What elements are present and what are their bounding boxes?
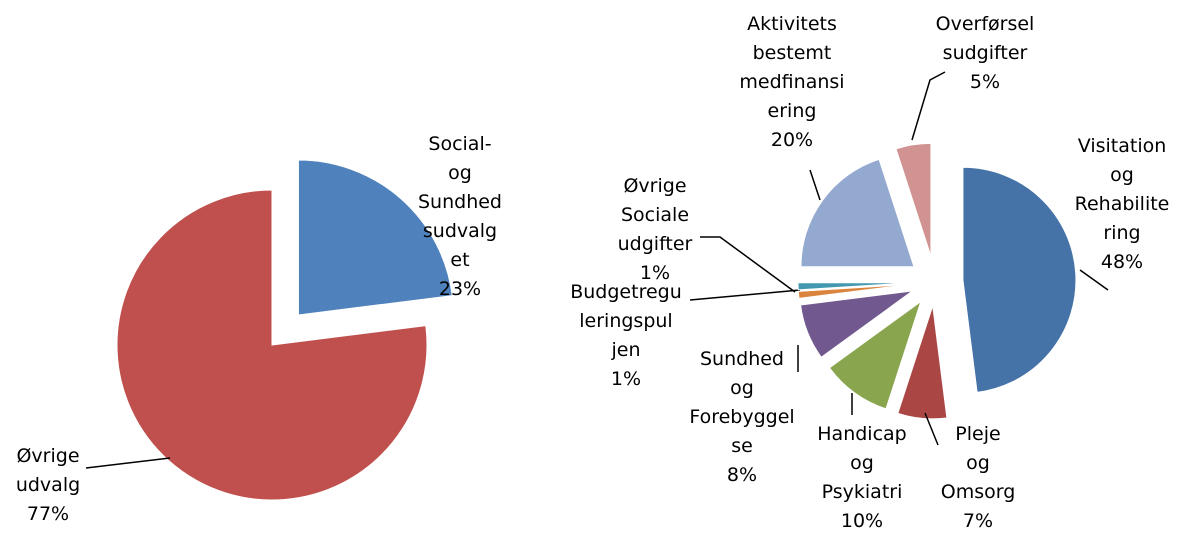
data-label: Pleje og Omsorg 7% — [941, 423, 1016, 532]
pie-slice — [116, 189, 428, 501]
leader-line — [809, 169, 821, 201]
value-label: 7% — [963, 510, 993, 532]
data-label: Overførsel sudgifter 5% — [936, 13, 1035, 93]
data-label: Handicap og Psykiatri 10% — [817, 423, 906, 532]
category-label-line: Psykiatri — [822, 481, 903, 503]
category-label-line: udgifter — [618, 233, 693, 255]
category-label-line: Handicap — [817, 423, 906, 445]
category-label-line: Visitation — [1078, 135, 1167, 157]
value-label: 8% — [727, 464, 757, 486]
data-label: Øvrige udvalg 77% — [16, 445, 80, 525]
category-label-line: Omsorg — [941, 481, 1016, 503]
category-label-line: Budgetregu — [570, 281, 682, 303]
pie-slice — [897, 305, 948, 420]
category-label-line: Sociale — [621, 204, 689, 226]
pie-slice — [895, 142, 932, 257]
value-label: 5% — [970, 71, 1000, 93]
leader-line — [700, 236, 796, 293]
value-label: 1% — [611, 368, 641, 390]
category-label-line: og — [730, 377, 754, 399]
category-label-line: sudvalg — [423, 220, 497, 242]
leader-line — [689, 289, 801, 301]
category-label-line: leringspul — [579, 310, 672, 332]
leader-line — [911, 71, 946, 141]
category-label-line: et — [450, 249, 469, 271]
category-label-line: udvalg — [16, 474, 80, 496]
leader-line — [1079, 269, 1109, 291]
value-label: 77% — [27, 503, 69, 525]
value-label: 10% — [841, 510, 883, 532]
pie-slice — [800, 290, 913, 358]
category-label-line: ring — [1103, 222, 1140, 244]
data-label: Øvrige Sociale udgifter 1% — [618, 175, 693, 284]
data-label: Social-og Sundhed sudvalg et 23% — [418, 133, 502, 300]
category-label-line: og — [448, 162, 472, 184]
pie-slice — [297, 159, 453, 316]
category-label-line: og — [966, 452, 990, 474]
data-label: Budgetregu leringspul jen 1% — [570, 281, 682, 390]
category-label-line: Pleje — [955, 423, 1000, 445]
pie-slice — [797, 283, 912, 299]
category-label-line: Social- — [428, 133, 491, 155]
data-label: Visitation og Rehabilite ring 48% — [1075, 135, 1170, 273]
data-label: Sundhed og Forebyggel se 8% — [689, 348, 794, 486]
data-label: Aktivitets bestemt medfinansi ering 20% — [739, 13, 844, 151]
category-label-line: Forebyggel — [689, 406, 794, 428]
leader-line — [85, 457, 171, 469]
category-label-line: medfinansi — [739, 71, 844, 93]
category-label-line: Sundhed — [700, 348, 784, 370]
category-label-line: Rehabilite — [1075, 193, 1170, 215]
category-label-line: se — [731, 435, 753, 457]
pie-slice — [828, 300, 922, 410]
category-label-line: og — [1110, 164, 1134, 186]
category-label-line: bestemt — [753, 42, 832, 64]
category-label-line: ering — [768, 100, 817, 122]
value-label: 48% — [1101, 251, 1143, 273]
pie-slice — [962, 166, 1077, 393]
leader-line — [924, 412, 939, 446]
category-label-line: Øvrige — [623, 175, 686, 197]
category-label-line: Øvrige — [16, 445, 79, 467]
pie-slice — [797, 282, 912, 291]
category-label-line: Sundhed — [418, 191, 502, 213]
pie-slice — [800, 158, 915, 268]
value-label: 20% — [771, 129, 813, 151]
category-label-line: jen — [610, 339, 640, 361]
value-label: 1% — [640, 262, 670, 284]
category-label-line: og — [850, 452, 874, 474]
category-label-line: Overførsel — [936, 13, 1035, 35]
category-label-line: sudgifter — [943, 42, 1028, 64]
category-label-line: Aktivitets — [747, 13, 837, 35]
value-label: 23% — [439, 278, 481, 300]
